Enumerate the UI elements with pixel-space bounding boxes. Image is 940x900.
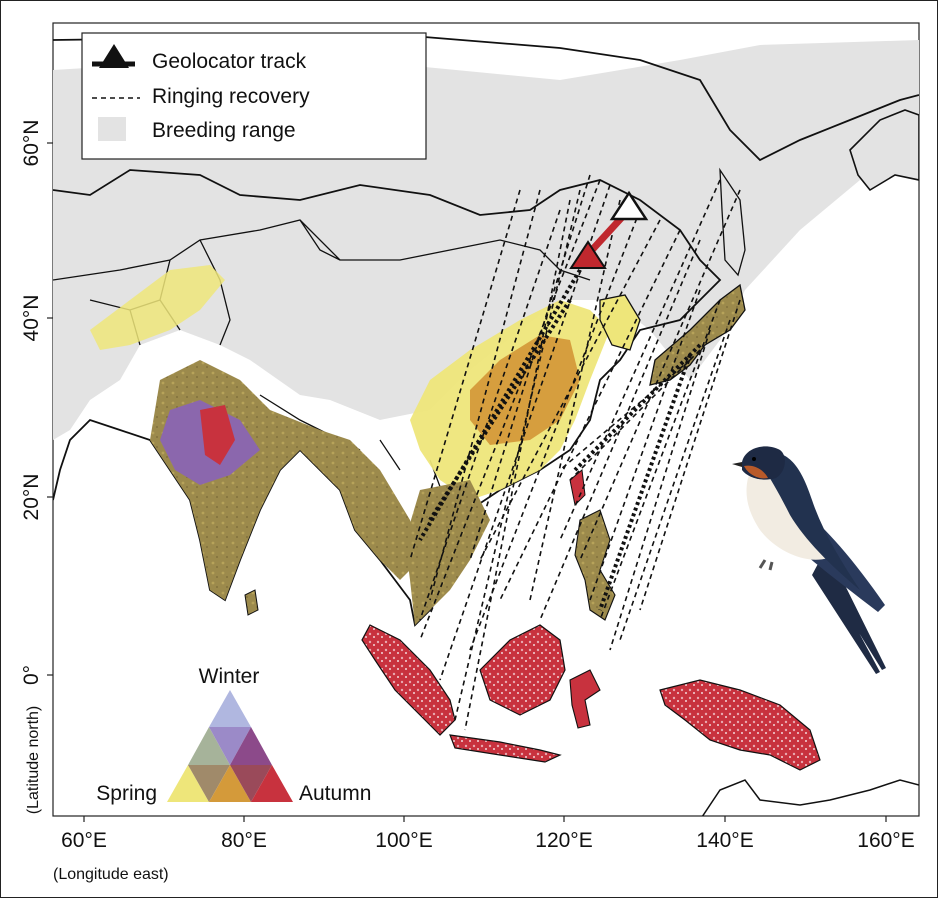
new-guinea-area: [659, 679, 821, 771]
spring-mix-swatch: [188, 765, 230, 802]
legend-breeding-label: Breeding range: [152, 119, 296, 142]
korea-outline: [599, 294, 641, 351]
taiwan-outline: [569, 469, 586, 507]
winter-spring-swatch: [188, 727, 230, 765]
axis-ticks: [47, 142, 887, 822]
sakhalin-hokkaido-outline: [719, 167, 746, 277]
swallow-back: [762, 451, 860, 590]
java-area: [449, 734, 562, 763]
india-autumn-area: [200, 405, 235, 465]
lon-tick-label: 100°E: [375, 829, 432, 852]
swallow-feet: [758, 559, 774, 571]
lat-tick-label: 60°N: [20, 120, 43, 167]
longitude-labels: 60°E 80°E 100°E 120°E 140°E 160°E: [61, 829, 915, 852]
kamchatka-outline: [849, 109, 919, 192]
autumn-mix-swatch: [230, 765, 272, 802]
spring-autumn-swatch: [209, 765, 251, 802]
swallow-throat: [744, 465, 768, 479]
lon-tick-label: 140°E: [696, 829, 753, 852]
swallow-eye: [752, 457, 756, 461]
sumatra-area: [361, 624, 456, 736]
lat-tick-label: 0°: [20, 665, 43, 685]
season-winter-label: Winter: [199, 665, 260, 688]
legend-box: [81, 32, 427, 160]
ringing-recovery-lines: [409, 174, 741, 731]
central-asia-spring-area: [90, 265, 225, 350]
legend: Geolocator track Ringing recovery Breedi…: [81, 32, 427, 160]
autumn-swatch: [251, 765, 293, 802]
winter-autumn-swatch: [230, 727, 272, 765]
lon-tick-label: 60°E: [61, 829, 107, 852]
winter-mix-swatch: [209, 727, 251, 765]
x-axis-label: (Longitude east): [53, 866, 169, 883]
geolocator-corridors: [418, 268, 702, 611]
lat-tick-label: 20°N: [20, 474, 43, 521]
swallow-illustration: [732, 446, 886, 674]
legend-ringing-label: Ringing recovery: [152, 85, 310, 108]
borneo-area: [479, 624, 566, 716]
swallow-tail: [812, 555, 886, 674]
lon-tick-label: 160°E: [857, 829, 914, 852]
season-key: Winter Spring Autumn: [96, 665, 371, 805]
season-spring-label: Spring: [96, 782, 157, 805]
australia-coastline: [701, 779, 919, 816]
legend-geolocator-label: Geolocator track: [152, 50, 307, 73]
spring-swatch: [167, 765, 209, 802]
winter-swatch: [209, 690, 251, 727]
end-triangle-marker: [569, 240, 607, 269]
sulawesi-area: [569, 669, 601, 729]
triangle-track-icon: [92, 44, 135, 68]
latitude-labels: 60°N 40°N 20°N 0°: [20, 120, 43, 686]
swallow-beak: [732, 462, 742, 467]
breeding-swatch-icon: [98, 117, 126, 141]
geolocator-track: [569, 190, 649, 269]
start-triangle-marker: [609, 190, 649, 221]
season-autumn-label: Autumn: [299, 782, 371, 805]
lon-tick-label: 120°E: [535, 829, 592, 852]
lon-tick-label: 80°E: [221, 829, 267, 852]
lat-tick-label: 40°N: [20, 295, 43, 342]
y-axis-label: (Latitude north): [25, 706, 42, 815]
sri-lanka-outline: [244, 589, 259, 616]
